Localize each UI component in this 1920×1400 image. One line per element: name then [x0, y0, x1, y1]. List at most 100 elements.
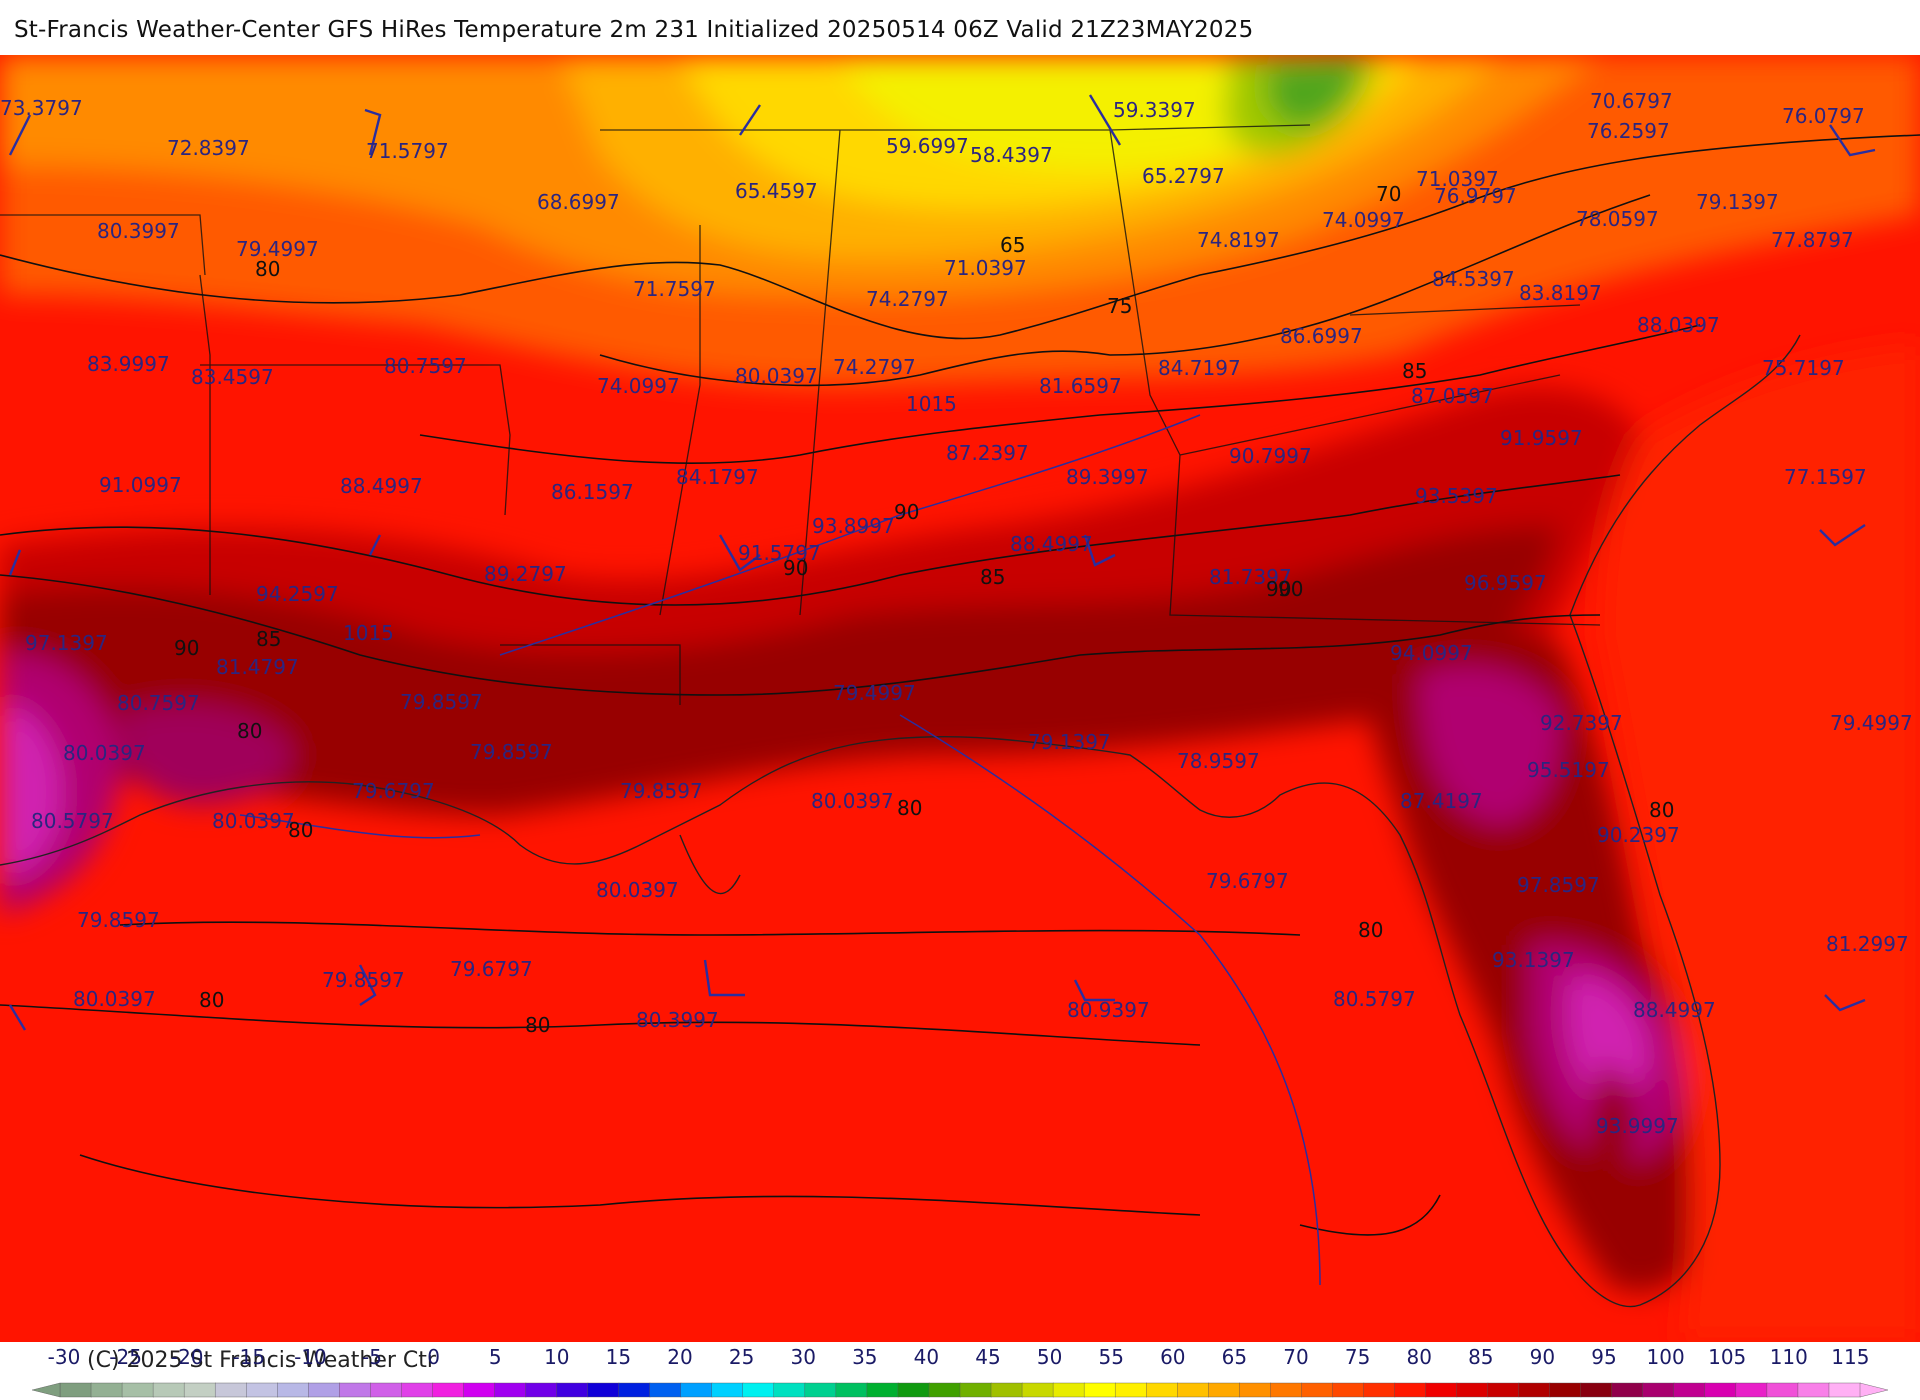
point-temperature-value: 91.5797: [738, 541, 821, 565]
colorbar-swatch: [866, 1382, 899, 1398]
colorbar-swatch: [1394, 1382, 1427, 1398]
point-temperature-value: 80.0397: [596, 878, 679, 902]
colorbar-swatch: [773, 1382, 806, 1398]
point-temperature-value: 88.4997: [1633, 998, 1716, 1022]
colorbar-tick-label: -20: [171, 1345, 204, 1369]
point-temperature-value: 78.9597: [1177, 749, 1260, 773]
colorbar-tick-label: 35: [852, 1345, 877, 1369]
colorbar-swatch: [1704, 1382, 1737, 1398]
colorbar-swatch: [339, 1382, 372, 1398]
colorbar-swatch: [1146, 1382, 1179, 1398]
colorbar-tick-label: 90: [1530, 1345, 1555, 1369]
colorbar-tick-label: 15: [606, 1345, 631, 1369]
point-temperature-value: 79.6797: [450, 957, 533, 981]
point-temperature-value: 75.7197: [1762, 356, 1845, 380]
point-temperature-value: 88.4997: [340, 474, 423, 498]
point-temperature-value: 79.8597: [400, 690, 483, 714]
point-temperature-value: 71.0397: [944, 256, 1027, 280]
colorbar-swatch: [711, 1382, 744, 1398]
isobar-label: 1015: [343, 621, 394, 645]
point-temperature-value: 95.5197: [1527, 758, 1610, 782]
colorbar-swatch: [246, 1382, 279, 1398]
colorbar-swatch: [928, 1382, 961, 1398]
colorbar-tick-label: 75: [1345, 1345, 1370, 1369]
colorbar-swatch: [1456, 1382, 1489, 1398]
colorbar-tick-label: 105: [1708, 1345, 1746, 1369]
colorbar-swatch: [618, 1382, 651, 1398]
point-temperature-value: 80.3997: [97, 219, 180, 243]
point-temperature-value: 93.5397: [1415, 484, 1498, 508]
point-temperature-value: 97.1397: [25, 631, 108, 655]
point-temperature-value: 79.6797: [352, 779, 435, 803]
isotherm-label: 90: [1278, 577, 1303, 601]
colorbar-tick-label: 65: [1222, 1345, 1247, 1369]
point-temperature-value: 87.2397: [946, 441, 1029, 465]
point-temperature-value: 88.0397: [1637, 313, 1720, 337]
point-values-layer: 73.3797 72.8397 71.5797 68.6997 65.4597 59.69…: [0, 89, 1913, 1138]
point-temperature-value: 86.1597: [551, 480, 634, 504]
colorbar-tick-label: 50: [1037, 1345, 1062, 1369]
colorbar-tick-label: 60: [1160, 1345, 1185, 1369]
colorbar-swatch: [370, 1382, 403, 1398]
colorbar-swatches: [31, 1382, 1889, 1398]
isotherm-label: 80: [1649, 798, 1674, 822]
isotherm-label: 80: [1358, 918, 1383, 942]
point-temperature-value: 80.5797: [31, 809, 114, 833]
colorbar-tick-label: 0: [427, 1345, 440, 1369]
isotherm-label: 80: [897, 796, 922, 820]
point-temperature-value: 65.2797: [1142, 164, 1225, 188]
point-temperature-value: 79.1397: [1028, 730, 1111, 754]
point-temperature-value: 80.3997: [636, 1008, 719, 1032]
point-temperature-value: 79.4997: [1830, 711, 1913, 735]
point-temperature-value: 74.0997: [1322, 208, 1405, 232]
point-temperature-value: 79.8597: [322, 968, 405, 992]
point-temperature-value: 79.1397: [1696, 190, 1779, 214]
colorbar-swatch: [308, 1382, 341, 1398]
point-temperature-value: 84.7197: [1158, 356, 1241, 380]
point-temperature-value: 76.9797: [1434, 184, 1517, 208]
point-temperature-value: 58.4397: [970, 143, 1053, 167]
colorbar-swatch: [1580, 1382, 1613, 1398]
point-temperature-value: 91.0997: [99, 473, 182, 497]
point-temperature-value: 83.9997: [87, 352, 170, 376]
colorbar-tick-label: 70: [1283, 1345, 1308, 1369]
colorbar-tick-label: 45: [975, 1345, 1000, 1369]
point-temperature-value: 80.5797: [1333, 987, 1416, 1011]
colorbar-swatch: [649, 1382, 682, 1398]
colorbar-swatch: [1797, 1382, 1830, 1398]
point-temperature-value: 84.1797: [676, 465, 759, 489]
colorbar-swatch: [1052, 1382, 1085, 1398]
point-temperature-value: 78.0597: [1576, 207, 1659, 231]
colorbar-swatch: [835, 1382, 868, 1398]
colorbar-swatch: [1549, 1382, 1582, 1398]
point-temperature-value: 80.7597: [117, 691, 200, 715]
colorbar-swatch: [90, 1382, 123, 1398]
colorbar-tick-label: 40: [914, 1345, 939, 1369]
colorbar-swatch: [959, 1382, 992, 1398]
colorbar-tick-labels: -30 -25 -20 -15 -10 -5 0 5 10 15 20 25 30 35 40 45 50 55 6…: [48, 1345, 1870, 1369]
coastline: [0, 334, 1801, 1308]
temperature-shading: [0, 55, 1920, 1342]
point-temperature-value: 96.9597: [1464, 571, 1547, 595]
point-temperature-value: 77.8797: [1771, 228, 1854, 252]
point-temperature-value: 79.6797: [1206, 869, 1289, 893]
isobar-labels-layer: 1015 1015: [343, 392, 957, 645]
colorbar-swatch: [1611, 1382, 1644, 1398]
point-temperature-value: 65.4597: [735, 179, 818, 203]
colorbar-tick-label: 100: [1647, 1345, 1685, 1369]
colorbar-tick-label: 25: [729, 1345, 754, 1369]
point-temperature-value: 70.6797: [1590, 89, 1673, 113]
colorbar-tick-label: 85: [1468, 1345, 1493, 1369]
point-temperature-value: 74.2797: [866, 287, 949, 311]
colorbar-swatch: [1766, 1382, 1799, 1398]
point-temperature-value: 80.0397: [63, 741, 146, 765]
colorbar-swatch: [990, 1382, 1023, 1398]
colorbar-swatch: [742, 1382, 775, 1398]
isotherm-label: 75: [1107, 294, 1132, 318]
temperature-map: 73.3797 72.8397 71.5797 68.6997 65.4597 59.69…: [0, 55, 1920, 1342]
point-temperature-value: 97.8597: [1517, 873, 1600, 897]
colorbar-swatch: [1239, 1382, 1272, 1398]
colorbar-tick-label: 95: [1591, 1345, 1616, 1369]
point-temperature-value: 93.9997: [1596, 1114, 1679, 1138]
